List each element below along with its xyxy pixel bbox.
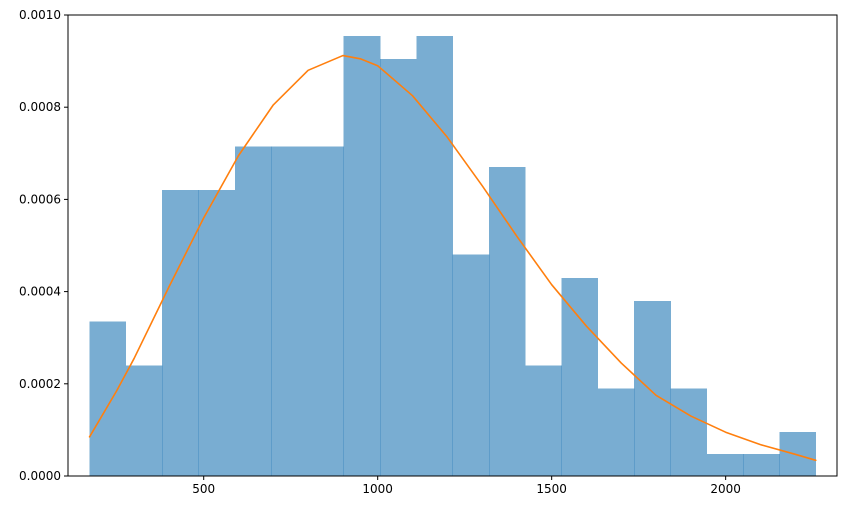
plot-frame [67, 14, 838, 477]
histogram-bar [89, 321, 127, 476]
density-curve [88, 54, 817, 462]
histogram-bar [234, 146, 272, 476]
x-tick-label: 2000 [710, 482, 741, 496]
histogram-bar [561, 277, 599, 476]
histogram-bar [634, 300, 671, 476]
histogram-bar [380, 58, 417, 477]
histogram-bar [597, 388, 635, 476]
y-tick-label: 0.0004 [19, 285, 61, 299]
histogram-bar [271, 146, 308, 476]
histogram-bar [525, 365, 562, 476]
histogram-bar [125, 365, 163, 476]
y-tick-label: 0.0002 [19, 377, 61, 391]
histogram-bar [706, 453, 744, 476]
y-tick-label: 0.0000 [19, 469, 61, 483]
histogram-bar [162, 190, 199, 476]
density-curve-layer [88, 54, 817, 462]
histogram-bars [89, 35, 817, 477]
y-tick-label: 0.0006 [19, 192, 61, 206]
histogram-bar [343, 35, 381, 476]
histogram-bar [488, 167, 526, 476]
y-tick-label: 0.0010 [19, 8, 61, 22]
axes: 500 1000 1500 2000 0.0000 0.0002 0.0004 0.0006 0… [19, 8, 838, 496]
histogram-bar [670, 388, 708, 476]
histogram-bar [416, 35, 453, 476]
x-tick-label: 500 [192, 482, 215, 496]
histogram-bar [452, 254, 490, 476]
y-tick-label: 0.0008 [19, 100, 61, 114]
histogram-bar [779, 432, 817, 476]
x-tick-label: 1500 [536, 482, 567, 496]
histogram-bar [198, 190, 236, 476]
histogram-bar [743, 453, 780, 476]
x-tick-label: 1000 [362, 482, 393, 496]
histogram-bar [307, 146, 345, 476]
